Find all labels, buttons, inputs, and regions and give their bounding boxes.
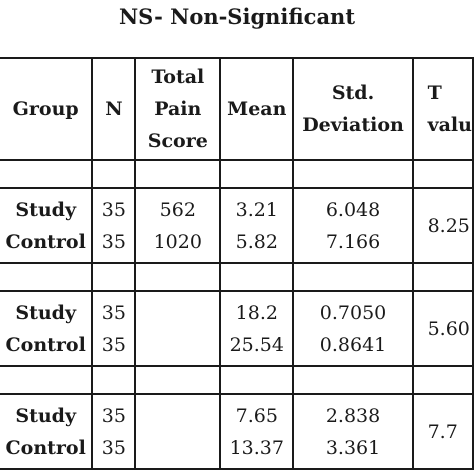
spacer-row: [0, 262, 474, 292]
header-t-line-2: valu: [427, 114, 472, 136]
n-study: 35: [101, 404, 126, 427]
header-total-line-3: Score: [147, 130, 208, 152]
mean-control: 25.54: [229, 333, 284, 356]
header-std-deviation: Std. Deviation: [292, 57, 414, 161]
group-study: Study: [15, 301, 76, 324]
mean-study: 3.21: [235, 198, 278, 221]
header-n: N: [91, 57, 137, 161]
n-control: 35: [101, 230, 126, 253]
sd-study: 2.838: [325, 404, 381, 427]
header-total-pain-score: Total Pain Score: [134, 57, 222, 161]
header-mean: Mean: [219, 57, 295, 161]
spacer-row: [0, 365, 474, 395]
header-total-line-1: Total: [151, 66, 205, 88]
header-total-line-2: Pain: [154, 98, 202, 120]
mean-cell: 7.65 13.37: [219, 393, 295, 470]
mean-control: 5.82: [235, 230, 278, 253]
sd-control: 0.8641: [319, 333, 387, 356]
group-cell: Study Control: [0, 187, 94, 264]
n-cell: 35 35: [91, 290, 137, 367]
n-study: 35: [101, 198, 126, 221]
header-t-value: T valu: [411, 57, 474, 161]
std-deviation-cell: 2.838 3.361: [292, 393, 414, 470]
header-sd-line-1: Std.: [331, 82, 375, 104]
sd-study: 0.7050: [319, 301, 387, 324]
mean-study: 18.2: [235, 301, 278, 324]
header-group: Group: [0, 57, 94, 161]
total-pain-score-cell: 562 1020: [134, 187, 222, 264]
total-pain-score-cell: [134, 290, 222, 367]
t-value-cell: 5.60: [411, 290, 474, 367]
std-deviation-cell: 0.7050 0.8641: [292, 290, 414, 367]
n-cell: 35 35: [91, 393, 137, 470]
group-control: Control: [5, 436, 86, 459]
group-study: Study: [15, 404, 76, 427]
std-deviation-cell: 6.048 7.166: [292, 187, 414, 264]
group-control: Control: [5, 230, 86, 253]
sd-control: 7.166: [325, 230, 381, 253]
spacer-row: [0, 159, 474, 189]
total-control: 1020: [153, 230, 202, 253]
t-value-cell: 8.25: [411, 187, 474, 264]
table-row: Study Control 35 35 18.2 25.54 0.7050 0.…: [0, 290, 474, 367]
table-caption: NS- Non-Significant: [118, 4, 356, 29]
t-value-cell: 7.7: [411, 393, 474, 470]
header-t-line-1: T: [427, 82, 442, 104]
group-cell: Study Control: [0, 290, 94, 367]
group-cell: Study Control: [0, 393, 94, 470]
mean-cell: 3.21 5.82: [219, 187, 295, 264]
group-study: Study: [15, 198, 76, 221]
results-table: Group N Total Pain Score Mean Std. Devia…: [0, 57, 474, 470]
sd-control: 3.361: [325, 436, 381, 459]
n-cell: 35 35: [91, 187, 137, 264]
group-control: Control: [5, 333, 86, 356]
n-control: 35: [101, 436, 126, 459]
n-control: 35: [101, 333, 126, 356]
header-sd-line-2: Deviation: [302, 114, 404, 136]
table-row: Study Control 35 35 562 1020 3.21 5.82 6…: [0, 187, 474, 264]
total-study: 562: [159, 198, 196, 221]
total-pain-score-cell: [134, 393, 222, 470]
table-row: Study Control 35 35 7.65 13.37 2.838 3.3…: [0, 393, 474, 470]
sd-study: 6.048: [325, 198, 381, 221]
n-study: 35: [101, 301, 126, 324]
mean-control: 13.37: [229, 436, 284, 459]
mean-study: 7.65: [235, 404, 278, 427]
header-row: Group N Total Pain Score Mean Std. Devia…: [0, 57, 474, 161]
mean-cell: 18.2 25.54: [219, 290, 295, 367]
